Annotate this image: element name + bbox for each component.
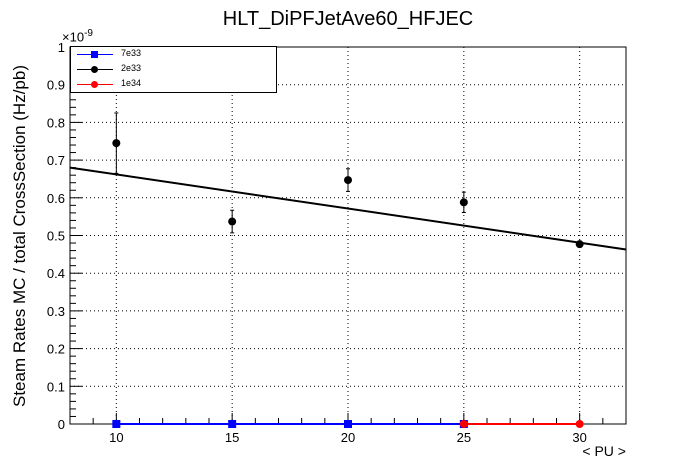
legend: 7e33 2e33 1e34 [70, 46, 277, 93]
y-exponent-power: -9 [84, 28, 93, 39]
grid [70, 47, 626, 424]
x-tick-label: 20 [341, 430, 355, 445]
x-tick-label: 30 [572, 430, 586, 445]
legend-entry-1e34: 1e34 [71, 77, 276, 92]
legend-label-2e33: 2e33 [121, 63, 142, 73]
legend-label-7e33: 7e33 [121, 48, 142, 58]
y-tick-label: 0.2 [47, 342, 65, 357]
x-axis-label: < PU > [582, 443, 626, 459]
y-tick-label: 0.1 [47, 379, 65, 394]
y-tick-label: 0 [58, 417, 65, 432]
y-tick-label: 0.9 [47, 78, 65, 93]
y-tick-label: 0.3 [47, 304, 65, 319]
y-axis-label: Steam Rates MC / total CrossSection (Hz/… [10, 64, 29, 408]
data-point-1e34 [575, 420, 584, 428]
y-tick-label: 0.8 [47, 115, 65, 130]
data-point-2e33 [344, 176, 352, 185]
legend-label-1e34: 1e34 [121, 78, 142, 88]
x-tick-label: 25 [457, 430, 471, 445]
y-tick-label: 0.7 [47, 153, 65, 168]
data-point-1e34 [459, 420, 468, 428]
y-tick-label: 0.6 [47, 191, 65, 206]
legend-circle-marker-icon [91, 81, 98, 88]
fit-lines [69, 166, 627, 251]
data-point-7e33 [228, 420, 237, 428]
fit-line-2e33 [69, 166, 627, 251]
legend-entry-2e33: 2e33 [71, 62, 276, 77]
x-tick-label: 15 [225, 430, 239, 445]
y-tick-label: 0.5 [47, 229, 65, 244]
data-point-7e33 [344, 420, 352, 428]
data-point-2e33 [228, 217, 237, 226]
data-point-7e33 [112, 420, 121, 428]
legend-square-marker-icon [91, 51, 98, 58]
data-point-2e33 [112, 139, 121, 148]
y-axis-exponent: ×10-9 [62, 28, 93, 44]
y-tick-label: 1 [58, 40, 65, 55]
legend-entry-7e33: 7e33 [71, 47, 276, 62]
data-series [112, 112, 584, 428]
x-tick-label: 10 [109, 430, 123, 445]
y-tick-label: 0.4 [47, 266, 65, 281]
chart-title: HLT_DiPFJetAve60_HFJEC [222, 8, 474, 30]
y-exponent-base: ×10 [62, 29, 85, 45]
tick-labels: 10 15 20 25 30 0 0.1 0.2 0.3 0.4 0.5 0.6 0.7 0.8 0.9 1 [47, 40, 587, 445]
legend-circle-marker-icon [91, 66, 98, 73]
data-point-2e33 [459, 198, 468, 207]
data-point-2e33 [575, 240, 584, 249]
